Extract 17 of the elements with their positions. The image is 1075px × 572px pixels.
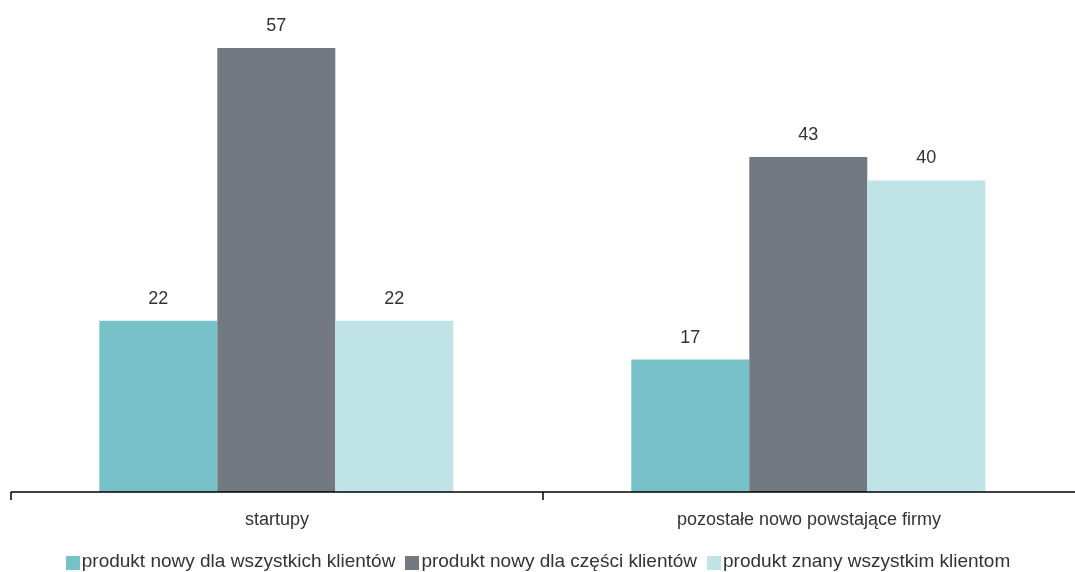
data-label: 40 [916,147,937,168]
x-tick-label: startupy [244,509,310,529]
legend-label: produkt znany wszystkim klientom [723,550,1011,571]
data-label: 57 [266,15,287,35]
bar [631,359,750,492]
bar [867,180,986,492]
data-label: 17 [680,326,701,347]
bar [99,320,218,492]
data-label: 22 [148,287,169,308]
data-label: 22 [384,287,405,308]
legend-label: produkt nowy dla części klientów [421,550,698,571]
x-tick-label: pozostałe nowo powstające firmy [676,509,942,529]
bar [749,157,868,492]
bar [335,320,454,492]
bar [217,48,336,492]
legend-label: produkt nowy dla wszystkich klientów [81,550,396,571]
data-label: 43 [798,124,819,145]
